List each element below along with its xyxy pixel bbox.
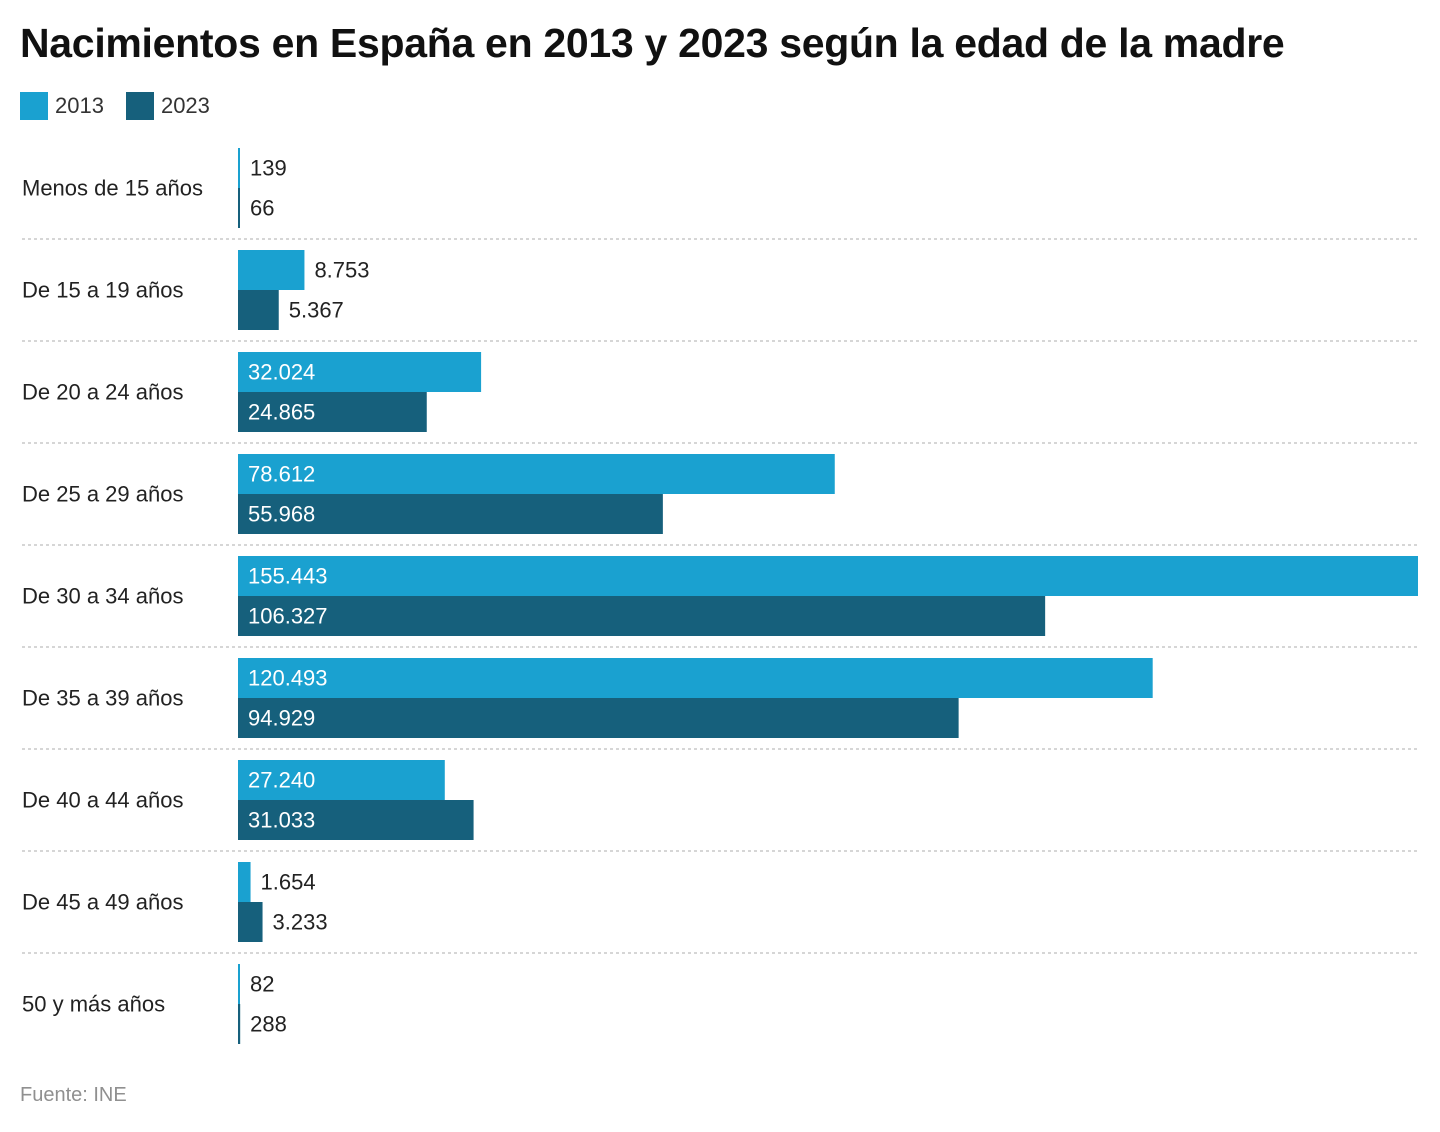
value-label-2013-de-40-a-44-anos: 27.240 — [248, 768, 315, 793]
legend-swatch-2023 — [125, 92, 154, 120]
value-label-2013-de-25-a-29-anos: 78.612 — [248, 462, 315, 487]
bar-2013-de-25-a-29-anos — [238, 454, 835, 494]
value-label-2013-de-45-a-49-anos: 1.654 — [261, 870, 316, 895]
bar-2023-de-15-a-19-anos — [238, 290, 279, 330]
bar-2013-de-40-a-44-anos — [238, 760, 445, 800]
bar-2023-de-35-a-39-anos — [238, 698, 959, 738]
category-label-50-y-mas-anos: 50 y más años — [22, 992, 165, 1017]
category-label-de-15-a-19-anos: De 15 a 19 años — [22, 278, 183, 303]
bar-2023-de-30-a-34-anos — [238, 596, 1046, 636]
legend-label-2023: 2023 — [160, 93, 210, 118]
source-note: Fuente: INE — [20, 1084, 127, 1106]
value-label-2023-de-45-a-49-anos: 3.233 — [273, 910, 328, 935]
bar-2013-50-y-mas-anos — [238, 964, 240, 1004]
bar-2023-de-45-a-49-anos — [238, 902, 263, 942]
value-label-2023-de-15-a-19-anos: 5.367 — [289, 298, 344, 323]
legend-item-2013: 2013 — [20, 92, 104, 120]
value-label-2013-de-35-a-39-anos: 120.493 — [248, 666, 328, 691]
value-label-2023-de-25-a-29-anos: 55.968 — [248, 502, 315, 527]
bar-2013-de-30-a-34-anos — [238, 556, 1418, 596]
bar-2013-menos-de-15-anos — [238, 148, 240, 188]
value-label-2023-menos-de-15-anos: 66 — [250, 196, 274, 221]
chart-title: Nacimientos en España en 2013 y 2023 seg… — [20, 20, 1285, 66]
bar-2023-de-25-a-29-anos — [238, 494, 663, 534]
bar-2023-de-40-a-44-anos — [238, 800, 474, 840]
category-label-menos-de-15-anos: Menos de 15 años — [22, 176, 203, 201]
category-label-de-30-a-34-anos: De 30 a 34 años — [22, 584, 183, 609]
value-label-2023-de-20-a-24-anos: 24.865 — [248, 400, 315, 425]
value-label-2013-de-20-a-24-anos: 32.024 — [248, 360, 315, 385]
category-label-de-20-a-24-anos: De 20 a 24 años — [22, 380, 183, 405]
bar-chart: Menos de 15 años 139 66 De 15 a 19 años 8.75… — [22, 148, 1418, 1044]
bar-2023-menos-de-15-anos — [238, 188, 240, 228]
value-label-2023-de-30-a-34-anos: 106.327 — [248, 604, 328, 629]
bar-2013-de-20-a-24-anos — [238, 352, 482, 392]
bar-2013-de-45-a-49-anos — [238, 862, 251, 902]
value-label-2013-de-30-a-34-anos: 155.443 — [248, 564, 328, 589]
category-label-de-35-a-39-anos: De 35 a 39 años — [22, 686, 183, 711]
value-label-2023-de-35-a-39-anos: 94.929 — [248, 706, 315, 731]
chart-legend: 2013 2023 — [20, 91, 210, 121]
legend-label-2013: 2013 — [55, 93, 104, 118]
value-label-2013-50-y-mas-anos: 82 — [250, 972, 274, 997]
bar-2013-de-15-a-19-anos — [238, 250, 305, 290]
bar-2023-50-y-mas-anos — [238, 1004, 241, 1044]
category-label-de-40-a-44-anos: De 40 a 44 años — [22, 788, 183, 813]
bar-2013-de-35-a-39-anos — [238, 658, 1153, 698]
value-label-2023-de-40-a-44-anos: 31.033 — [248, 808, 315, 833]
value-label-2013-menos-de-15-anos: 139 — [250, 156, 287, 181]
category-label-de-25-a-29-anos: De 25 a 29 años — [22, 482, 183, 507]
legend-item-2023: 2023 — [125, 92, 210, 120]
bar-2023-de-20-a-24-anos — [238, 392, 427, 432]
value-label-2023-50-y-mas-anos: 288 — [250, 1012, 287, 1037]
category-label-de-45-a-49-anos: De 45 a 49 años — [22, 890, 183, 915]
value-label-2013-de-15-a-19-anos: 8.753 — [314, 258, 369, 283]
legend-swatch-2013 — [20, 92, 48, 120]
